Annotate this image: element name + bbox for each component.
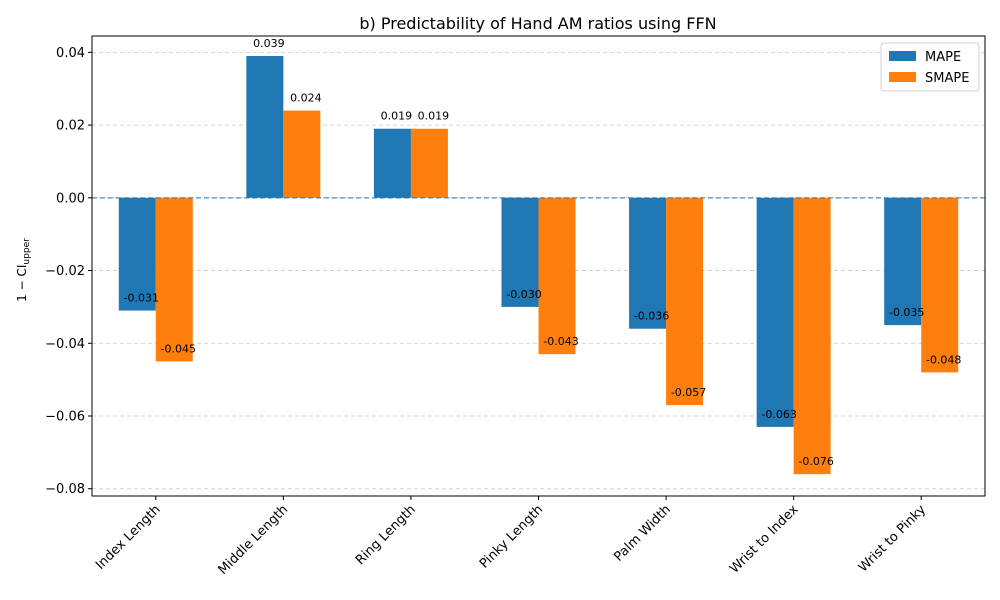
legend-swatch-mape — [889, 51, 916, 61]
data-label: -0.035 — [889, 306, 924, 319]
x-tick-label: Wrist to Index — [727, 502, 802, 577]
y-tick-label: −0.04 — [45, 337, 85, 352]
y-tick-label: 0.02 — [56, 119, 85, 134]
bar-mape — [501, 197, 539, 307]
bar-smape — [666, 197, 704, 406]
legend-swatch-smape — [889, 72, 916, 82]
data-label: -0.057 — [671, 386, 706, 399]
y-tick-label: −0.02 — [45, 264, 85, 279]
chart-title: b) Predictability of Hand AM ratios usin… — [359, 14, 716, 33]
x-tick-label: Palm Width — [611, 502, 674, 565]
bar-mape — [373, 128, 411, 198]
bar-mape — [246, 56, 284, 198]
x-tick-label: Index Length — [93, 502, 164, 573]
data-label: -0.076 — [798, 455, 833, 468]
x-tick-label: Wrist to Pinky — [856, 502, 929, 575]
data-label: 0.019 — [418, 110, 450, 123]
bar-smape — [921, 197, 959, 373]
x-tick-label: Middle Length — [216, 502, 292, 578]
y-tick-label: 0.00 — [56, 191, 85, 206]
legend: MAPE SMAPE — [880, 42, 980, 92]
y-tick-label: −0.06 — [45, 410, 85, 425]
legend-label-smape: SMAPE — [925, 71, 969, 86]
data-label: 0.024 — [290, 92, 322, 105]
bar-mape — [884, 197, 922, 326]
legend-label-mape: MAPE — [925, 50, 961, 65]
bar-mape — [629, 197, 667, 329]
bar-smape — [538, 197, 576, 355]
y-tick-label: 0.04 — [56, 46, 85, 61]
bar-smape — [155, 197, 193, 362]
bar-smape — [793, 197, 831, 475]
data-label: 0.019 — [381, 110, 413, 123]
plot-frame — [91, 35, 986, 497]
y-axis-label: 1 − CIupper — [15, 238, 32, 302]
bar-smape — [283, 110, 321, 198]
y-axis-label-subscript: upper — [22, 238, 32, 265]
bar-smape — [410, 128, 448, 198]
bar-mape — [756, 197, 794, 427]
data-label: -0.031 — [124, 292, 159, 305]
data-label: -0.048 — [926, 353, 961, 366]
y-tick-label: −0.08 — [45, 482, 85, 497]
bar-mape — [118, 197, 156, 311]
x-tick-label: Pinky Length — [477, 502, 546, 571]
data-label: -0.036 — [634, 310, 669, 323]
data-label: -0.063 — [761, 408, 796, 421]
data-label: 0.039 — [253, 37, 285, 50]
data-label: -0.043 — [543, 335, 578, 348]
x-tick-label: Ring Length — [353, 502, 419, 568]
data-label: -0.045 — [161, 342, 196, 355]
data-label: -0.030 — [506, 288, 541, 301]
